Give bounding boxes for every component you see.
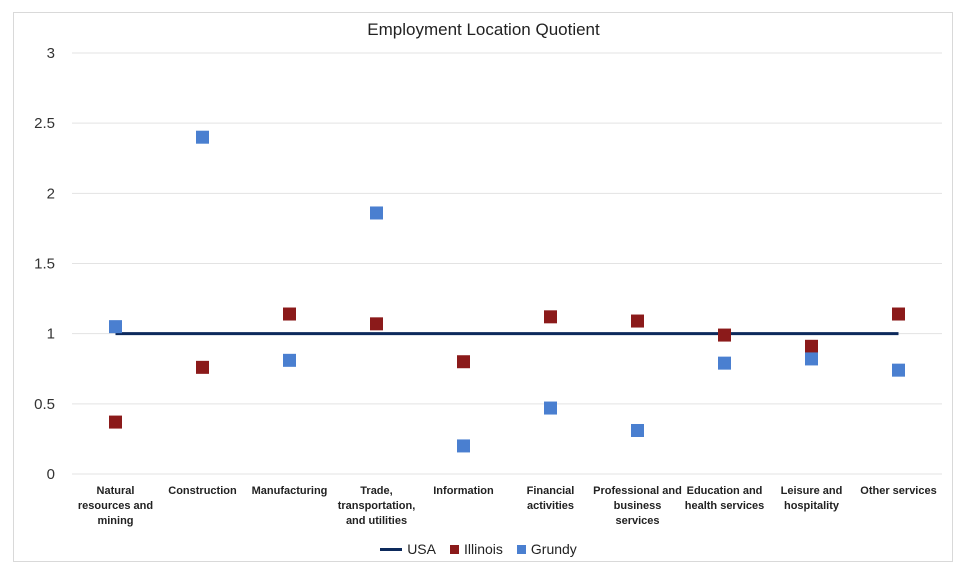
legend-swatch: [380, 547, 403, 551]
chart-frame: [13, 12, 953, 562]
x-tick-label: Professional and business services: [593, 485, 682, 527]
legend-swatch: [516, 544, 526, 554]
marker-illinois: [196, 360, 209, 374]
x-tick-label: Leisure and hospitality: [781, 485, 843, 512]
marker-illinois: [544, 310, 557, 324]
legend-label: Illinois: [463, 541, 503, 557]
y-tick-label: 2.5: [34, 115, 55, 132]
marker-grundy: [718, 356, 731, 370]
legend-label: Grundy: [530, 541, 577, 557]
marker-grundy: [283, 353, 296, 367]
marker-grundy: [196, 130, 209, 144]
legend-item-grundy: Grundy: [516, 541, 577, 557]
marker-grundy: [892, 363, 905, 377]
x-tick-label: Education and health services: [685, 485, 765, 512]
x-tick-label: Other services: [860, 485, 936, 497]
y-tick-label: 1: [47, 326, 55, 343]
legend-swatch: [449, 544, 459, 554]
marker-illinois: [457, 355, 470, 369]
marker-grundy: [631, 423, 644, 437]
marker-illinois: [805, 339, 818, 353]
marker-grundy: [805, 352, 818, 366]
x-tick-label: Trade, transportation, and utilities: [338, 485, 416, 527]
x-tick-label: Information: [433, 485, 494, 497]
marker-grundy: [544, 401, 557, 415]
marker-illinois: [370, 317, 383, 331]
marker-illinois: [631, 314, 644, 328]
x-tick-label: Manufacturing: [252, 485, 328, 497]
legend-label: USA: [407, 541, 436, 557]
y-axis-ticks: 0 0.5 1 1.5 2 2.5 3: [34, 45, 55, 483]
legend-item-illinois: Illinois: [449, 541, 503, 557]
marker-grundy: [370, 206, 383, 220]
x-tick-label: Construction: [168, 485, 237, 497]
x-tick-label: Financial activities: [527, 485, 575, 512]
marker-grundy: [109, 320, 122, 334]
legend: USA Illinois Grundy: [0, 541, 957, 557]
chart-title: Employment Location Quotient: [367, 20, 600, 39]
y-tick-label: 0: [47, 466, 55, 483]
y-tick-label: 0.5: [34, 396, 55, 413]
marker-grundy: [457, 439, 470, 453]
x-axis-labels: Natural resources and mining Construction Ma…: [78, 485, 937, 527]
marker-illinois: [892, 307, 905, 321]
marker-illinois: [283, 307, 296, 321]
y-tick-label: 1.5: [34, 256, 55, 273]
series-layer: [109, 130, 905, 453]
x-tick-label: Natural resources and mining: [78, 485, 153, 527]
legend-item-usa: USA: [380, 541, 436, 557]
marker-illinois: [718, 328, 731, 342]
marker-illinois: [109, 415, 122, 429]
y-tick-label: 2: [47, 185, 55, 202]
y-tick-label: 3: [47, 45, 55, 62]
gridlines: [72, 52, 942, 475]
